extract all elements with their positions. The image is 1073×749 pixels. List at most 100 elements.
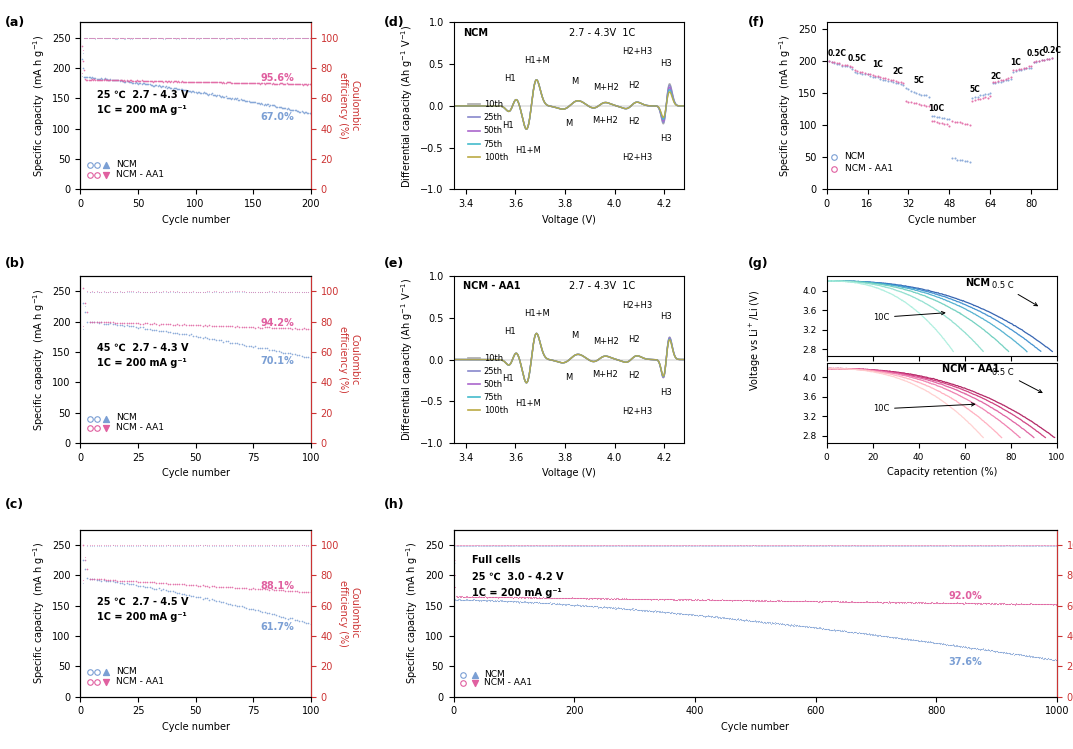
Text: NCM: NCM	[116, 667, 136, 676]
Text: NCM: NCM	[965, 278, 989, 288]
Text: H3: H3	[660, 312, 672, 321]
Y-axis label: Specific capacity  (mA h g$^{-1}$): Specific capacity (mA h g$^{-1}$)	[31, 34, 46, 177]
Text: H1+M: H1+M	[515, 399, 541, 408]
Text: H3: H3	[660, 387, 672, 396]
Text: NCM: NCM	[462, 28, 488, 37]
Y-axis label: Specific capacity  (mA h g$^{-1}$): Specific capacity (mA h g$^{-1}$)	[31, 288, 46, 431]
Text: 45 ℃  2.7 - 4.3 V: 45 ℃ 2.7 - 4.3 V	[97, 343, 188, 354]
Text: M+H2: M+H2	[592, 370, 618, 379]
Text: NCM - AA1: NCM - AA1	[462, 282, 520, 291]
Text: Full cells: Full cells	[472, 555, 520, 565]
Text: (g): (g)	[748, 258, 768, 270]
Text: H2+H3: H2+H3	[621, 407, 652, 416]
Text: 25 ℃  2.7 - 4.3 V: 25 ℃ 2.7 - 4.3 V	[97, 90, 188, 100]
Text: H2+H3: H2+H3	[621, 47, 652, 56]
Text: NCM - AA1: NCM - AA1	[116, 169, 164, 178]
Text: 2.7 - 4.3V  1C: 2.7 - 4.3V 1C	[569, 282, 635, 291]
Text: M+H2: M+H2	[593, 336, 619, 346]
Text: M: M	[571, 331, 578, 340]
Text: 37.6%: 37.6%	[949, 657, 982, 667]
Text: H2: H2	[628, 118, 640, 127]
Text: 10C: 10C	[872, 403, 974, 413]
Text: 88.1%: 88.1%	[260, 581, 294, 591]
Text: 70.1%: 70.1%	[260, 356, 294, 366]
Text: 1C = 200 mA g⁻¹: 1C = 200 mA g⁻¹	[97, 358, 187, 369]
X-axis label: Cycle number: Cycle number	[162, 215, 230, 225]
Text: 0.5C: 0.5C	[1027, 49, 1046, 58]
Y-axis label: Coulombic
efficiency (%): Coulombic efficiency (%)	[338, 580, 359, 646]
Text: 95.6%: 95.6%	[260, 73, 294, 83]
Text: 0.5 C: 0.5 C	[993, 281, 1038, 306]
Text: 94.2%: 94.2%	[260, 318, 294, 328]
Text: 1C = 200 mA g⁻¹: 1C = 200 mA g⁻¹	[472, 589, 561, 598]
Text: NCM: NCM	[116, 413, 136, 422]
Text: M: M	[565, 372, 572, 381]
Y-axis label: Specific capacity  (mA h g$^{-1}$): Specific capacity (mA h g$^{-1}$)	[31, 542, 46, 685]
Text: (b): (b)	[5, 258, 26, 270]
X-axis label: Cycle number: Cycle number	[162, 722, 230, 732]
Text: 5C: 5C	[913, 76, 924, 85]
Text: 61.7%: 61.7%	[260, 622, 294, 632]
Text: 1C: 1C	[872, 60, 883, 69]
Text: 0.2C: 0.2C	[827, 49, 847, 58]
X-axis label: Cycle number: Cycle number	[721, 722, 790, 732]
Point	[98, 169, 115, 181]
Text: 0.5 C: 0.5 C	[993, 368, 1042, 392]
Text: 10C: 10C	[872, 312, 945, 322]
Text: H1+M: H1+M	[515, 145, 541, 154]
Text: 5C: 5C	[970, 85, 981, 94]
Text: NCM - AA1: NCM - AA1	[116, 423, 164, 432]
Text: H1+M: H1+M	[524, 309, 549, 318]
Text: H2: H2	[628, 371, 640, 380]
Text: 25 ℃  3.0 - 4.2 V: 25 ℃ 3.0 - 4.2 V	[472, 571, 563, 582]
Text: NCM - AA1: NCM - AA1	[942, 364, 999, 374]
Text: H2+H3: H2+H3	[621, 153, 652, 162]
Text: H2+H3: H2+H3	[621, 301, 652, 310]
Text: 10C: 10C	[928, 104, 944, 113]
Text: 2C: 2C	[990, 72, 1001, 81]
Text: H1: H1	[502, 374, 514, 383]
Text: H3: H3	[660, 134, 672, 143]
Text: (h): (h)	[384, 498, 405, 511]
Text: H2: H2	[628, 82, 640, 91]
Text: M: M	[565, 119, 572, 128]
X-axis label: Cycle number: Cycle number	[908, 215, 975, 225]
Text: (a): (a)	[5, 16, 26, 29]
Text: M: M	[571, 77, 578, 86]
Text: NCM - AA1: NCM - AA1	[484, 678, 532, 687]
Text: (d): (d)	[384, 16, 405, 29]
Text: M+H2: M+H2	[592, 116, 618, 125]
Text: NCM - AA1: NCM - AA1	[116, 677, 164, 686]
Point	[98, 667, 115, 679]
Y-axis label: Specific capacity  (mA h g$^{-1}$): Specific capacity (mA h g$^{-1}$)	[403, 542, 420, 685]
Text: NCM: NCM	[484, 670, 505, 679]
Point	[467, 669, 484, 681]
Text: 0.2C: 0.2C	[1042, 46, 1061, 55]
Point	[98, 413, 115, 425]
Y-axis label: Differential capacity (Ah g$^{-1}$ V$^{-1}$): Differential capacity (Ah g$^{-1}$ V$^{-…	[399, 278, 415, 441]
Text: 2.7 - 4.3V  1C: 2.7 - 4.3V 1C	[569, 28, 635, 37]
Text: NCM - AA1: NCM - AA1	[844, 164, 893, 173]
Text: 1C = 200 mA g⁻¹: 1C = 200 mA g⁻¹	[97, 105, 187, 115]
Text: H1: H1	[502, 121, 514, 130]
Text: 2C: 2C	[893, 67, 903, 76]
Text: H1+M: H1+M	[524, 55, 549, 64]
Text: 0.5C: 0.5C	[848, 54, 867, 63]
Y-axis label: Specific capacity  (mA h g$^{-1}$): Specific capacity (mA h g$^{-1}$)	[777, 34, 793, 177]
Text: 1C: 1C	[1011, 58, 1021, 67]
Text: 67.0%: 67.0%	[260, 112, 294, 121]
X-axis label: Capacity retention (%): Capacity retention (%)	[886, 467, 997, 477]
Text: 1C = 200 mA g⁻¹: 1C = 200 mA g⁻¹	[97, 612, 187, 622]
Text: 92.0%: 92.0%	[949, 592, 982, 601]
Text: (f): (f)	[748, 16, 765, 29]
Text: NCM: NCM	[844, 152, 865, 161]
X-axis label: Voltage (V): Voltage (V)	[542, 468, 596, 478]
Text: 25 ℃  2.7 - 4.5 V: 25 ℃ 2.7 - 4.5 V	[97, 597, 188, 607]
Point	[98, 422, 115, 434]
Text: (c): (c)	[5, 498, 25, 511]
Y-axis label: Coulombic
efficiency (%): Coulombic efficiency (%)	[338, 326, 359, 393]
Y-axis label: Coulombic
efficiency (%): Coulombic efficiency (%)	[338, 73, 359, 139]
Point	[98, 159, 115, 171]
Y-axis label: Differential capacity (Ah g$^{-1}$ V$^{-1}$): Differential capacity (Ah g$^{-1}$ V$^{-…	[399, 24, 415, 187]
Text: H1: H1	[504, 327, 516, 336]
